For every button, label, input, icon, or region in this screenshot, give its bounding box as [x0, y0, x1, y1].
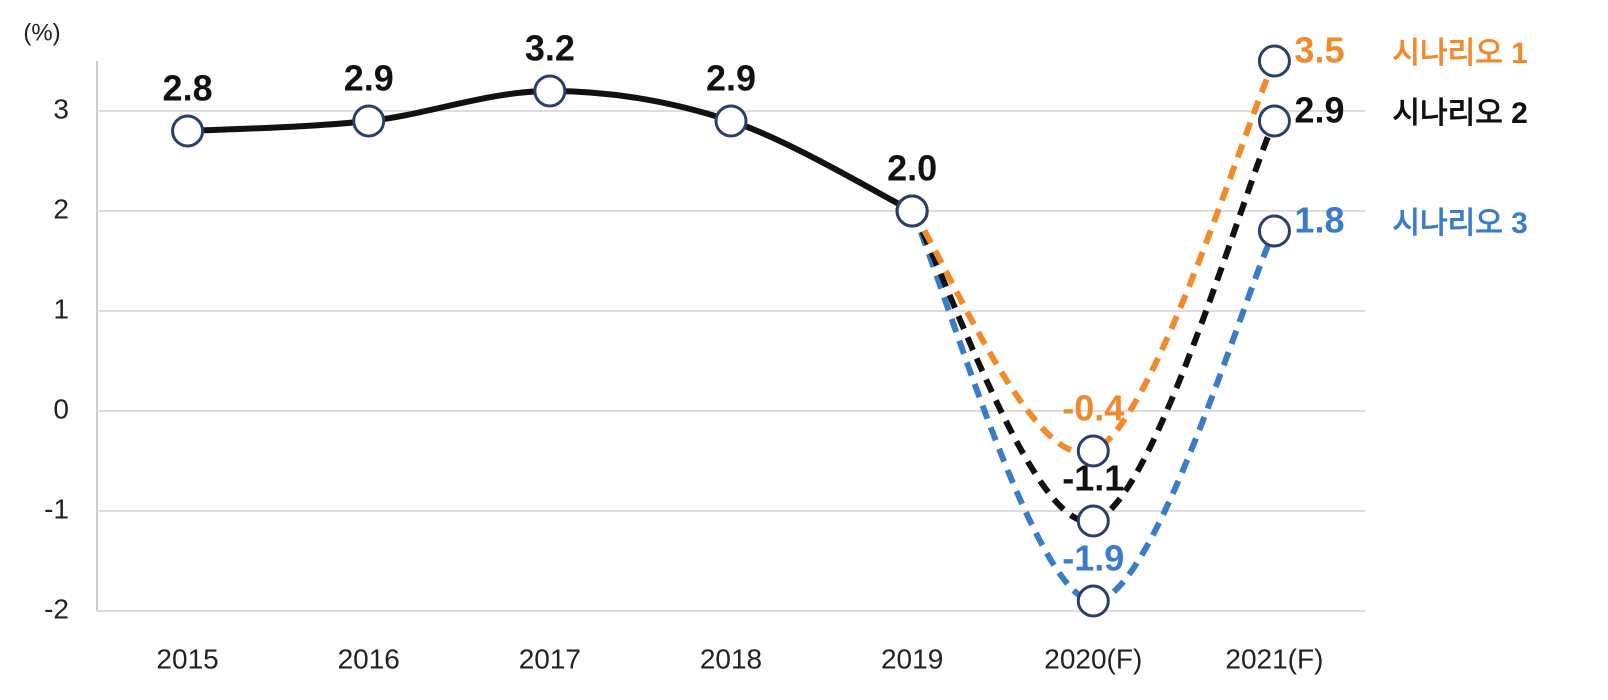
point-marker	[171, 114, 205, 148]
series-line	[187, 87, 914, 214]
series-name: 시나리오 2	[1392, 97, 1527, 130]
point-marker	[1076, 584, 1110, 618]
y-tick-label: 3	[53, 93, 69, 124]
point-marker	[533, 74, 567, 108]
x-tick-label: 2018	[700, 643, 762, 674]
x-tick-label: 2017	[519, 643, 581, 674]
data-label: 3.5	[1294, 30, 1344, 71]
x-tick-label: 2020(F)	[1044, 643, 1142, 674]
x-tick-label: 2016	[338, 643, 400, 674]
point-marker	[1257, 44, 1291, 78]
y-tick-label: 2	[53, 193, 69, 224]
data-label: -1.9	[1062, 538, 1124, 579]
data-label: 1.8	[1294, 200, 1344, 241]
point-marker	[1257, 214, 1291, 248]
point-marker	[1076, 434, 1110, 468]
y-axis-label: (%)	[23, 19, 60, 46]
x-tick-label: 2015	[156, 643, 218, 674]
point-marker	[1257, 104, 1291, 138]
data-label: 3.2	[525, 28, 575, 69]
point-marker	[352, 104, 386, 138]
point-marker	[714, 104, 748, 138]
series-name: 시나리오 3	[1392, 207, 1527, 240]
y-tick-label: -2	[44, 593, 69, 624]
x-tick-label: 2021(F)	[1225, 643, 1323, 674]
point-marker	[895, 194, 929, 228]
data-label: -0.4	[1062, 388, 1124, 429]
series-line	[909, 59, 1278, 456]
data-label: 2.9	[1294, 90, 1344, 131]
data-label: 2.0	[887, 148, 937, 189]
data-label: 2.9	[344, 58, 394, 99]
y-tick-label: 1	[53, 293, 69, 324]
y-tick-label: 0	[53, 393, 69, 424]
x-tick-label: 2019	[881, 643, 943, 674]
data-label: 2.9	[706, 58, 756, 99]
data-label: 2.8	[163, 68, 213, 109]
point-marker	[1076, 504, 1110, 538]
series-name: 시나리오 1	[1392, 37, 1527, 70]
y-tick-label: -1	[44, 493, 69, 524]
